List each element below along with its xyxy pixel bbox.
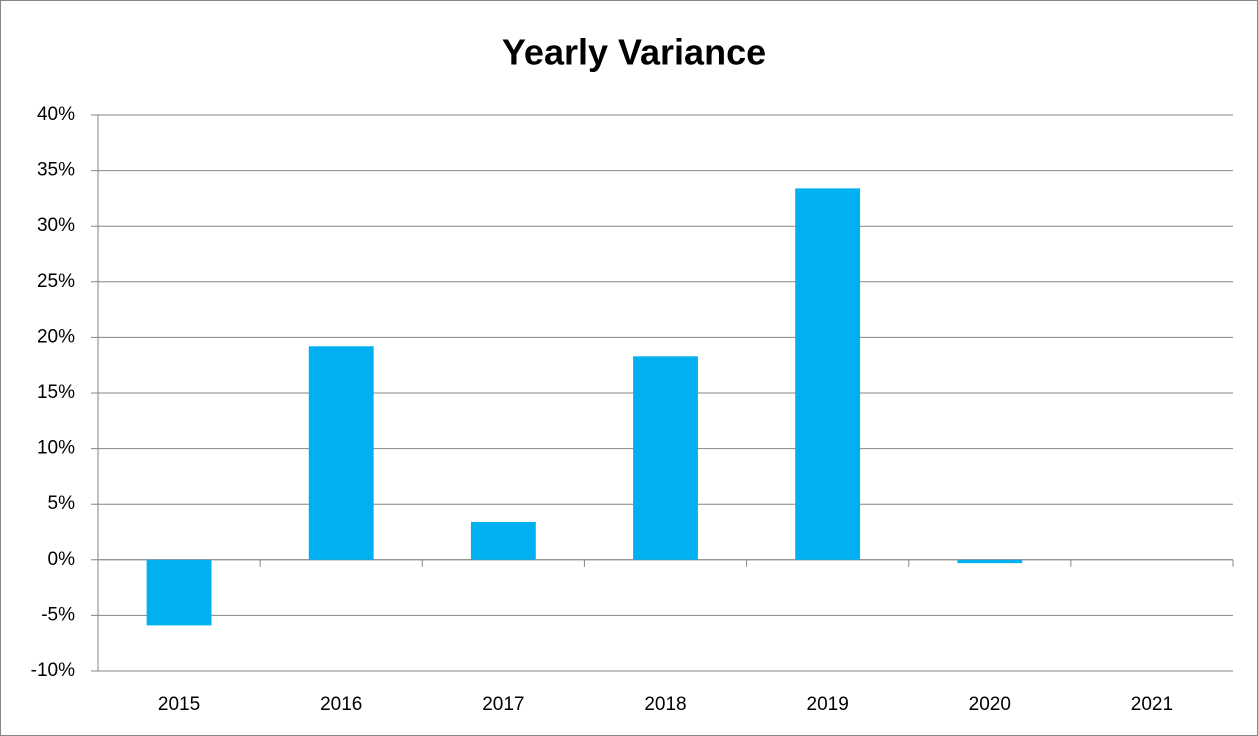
y-tick-label: -10%: [31, 660, 75, 681]
y-tick-label: 5%: [48, 493, 76, 514]
y-tick-label: -5%: [41, 604, 75, 625]
x-tick-label: 2019: [807, 694, 849, 715]
y-tick-label: 20%: [37, 326, 75, 347]
x-tick-label: 2021: [1131, 694, 1173, 715]
bar: [957, 559, 1023, 564]
y-tick-label: 40%: [37, 104, 75, 125]
y-tick-label: 10%: [37, 438, 75, 459]
y-tick-label: 35%: [37, 160, 75, 181]
bar: [308, 346, 374, 560]
y-tick-label: 30%: [37, 215, 75, 236]
x-tick-label: 2018: [644, 694, 686, 715]
bar: [633, 356, 698, 560]
x-tick-label: 2017: [482, 694, 524, 715]
x-tick-label: 2015: [158, 694, 200, 715]
y-tick-label: 0%: [48, 549, 76, 570]
x-tick-label: 2016: [320, 694, 362, 715]
chart-title: Yearly Variance: [502, 32, 766, 73]
bar: [795, 188, 861, 560]
x-tick-label: 2020: [969, 694, 1011, 715]
bar: [146, 559, 212, 626]
y-tick-label: 25%: [37, 271, 75, 292]
y-tick-label: 15%: [37, 382, 75, 403]
bar: [470, 521, 536, 560]
